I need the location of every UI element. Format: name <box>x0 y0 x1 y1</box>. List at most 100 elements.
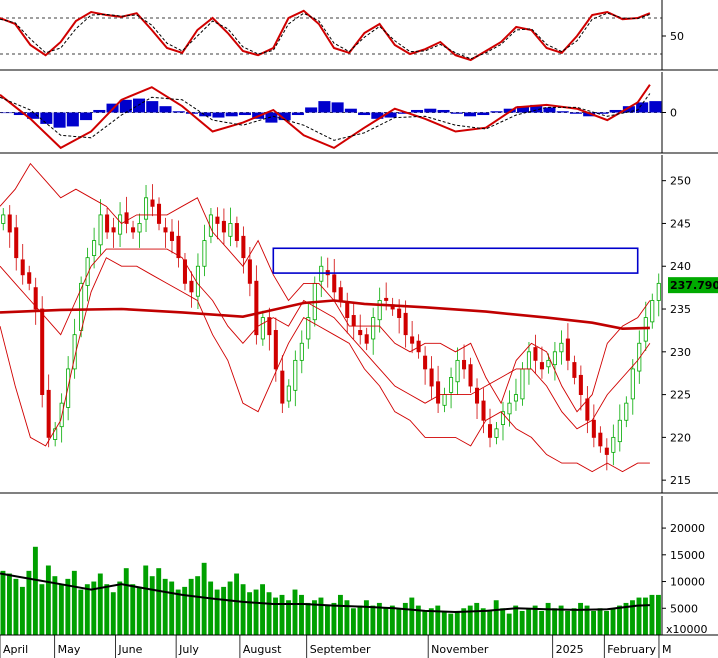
volume-bar <box>123 568 129 635</box>
candle-body <box>513 394 518 402</box>
candle-body <box>371 317 376 340</box>
volume-bar <box>467 605 473 635</box>
volume-bar <box>480 608 486 635</box>
volume-bar <box>604 610 609 635</box>
candle-body <box>150 199 155 207</box>
candle-body <box>156 203 162 224</box>
macd-histogram-bar <box>119 99 132 113</box>
volume-bar <box>526 608 532 635</box>
macd-histogram-bar <box>225 112 238 117</box>
macd-histogram-bar <box>238 112 251 116</box>
macd-histogram-bar <box>649 101 662 113</box>
candle-body <box>565 338 570 361</box>
candle-body <box>202 240 207 267</box>
volume-bar <box>162 578 168 635</box>
volume-bar <box>318 597 324 635</box>
volume-bar <box>234 573 240 635</box>
macd-histogram-bar <box>93 109 106 113</box>
macd-histogram-bar <box>291 112 304 116</box>
macd-histogram-bar <box>318 101 331 113</box>
candle-body <box>604 447 609 455</box>
candle-body <box>85 257 90 286</box>
candle-body <box>195 265 200 297</box>
macd-tick-label: 0 <box>670 107 677 120</box>
volume-bar <box>104 584 110 635</box>
candle-body <box>7 214 12 233</box>
macd-histogram-bar <box>53 112 66 128</box>
volume-bar <box>454 610 460 635</box>
volume-bar <box>325 605 330 635</box>
resistance-highlight-box <box>272 247 639 274</box>
candle-body <box>299 342 304 361</box>
candle-body <box>144 197 149 220</box>
macd-histogram-bar <box>212 112 225 118</box>
candle-body <box>423 355 428 370</box>
candle-body <box>228 223 233 237</box>
volume-bar <box>558 605 564 635</box>
volume-bar <box>214 589 220 635</box>
macd-histogram-bar <box>371 112 384 119</box>
volume-bar <box>532 605 538 635</box>
candle-body <box>1 214 6 224</box>
volume-bar <box>396 608 402 635</box>
volume-bar <box>143 565 149 635</box>
candle-body <box>247 259 252 284</box>
volume-bar <box>19 586 25 635</box>
macd-histogram-bar <box>27 112 40 119</box>
volume-bar <box>253 589 259 635</box>
volume-bar <box>402 602 408 635</box>
volume-bar <box>578 602 584 635</box>
volume-bar <box>169 581 175 635</box>
candle-body <box>546 359 551 368</box>
volume-bar <box>415 605 421 635</box>
candle-body <box>33 287 38 310</box>
volume-bar <box>630 600 635 635</box>
candle-body <box>221 220 226 233</box>
candle-body <box>306 317 311 340</box>
volume-bar <box>292 589 298 635</box>
macd-histogram-bar <box>172 111 185 113</box>
last-price-tag: 237.7900 <box>668 277 718 294</box>
price-tick-label: 235 <box>670 303 691 316</box>
volume-bar <box>247 592 253 635</box>
price-tick-label: 250 <box>670 175 691 188</box>
volume-bar <box>487 610 493 635</box>
volume-bar <box>286 600 291 635</box>
volume-bar <box>344 600 350 635</box>
macd-histogram-bar <box>40 112 53 124</box>
volume-bar <box>305 602 311 635</box>
volume-bar <box>78 589 84 635</box>
volume-tick-label: 15000 <box>670 549 705 562</box>
volume-unit-label: x10000 <box>666 623 708 636</box>
candle-body <box>14 227 19 259</box>
volume-bar <box>58 584 64 635</box>
macd-histogram-bar <box>464 112 477 117</box>
candle-body <box>630 368 635 400</box>
candle-body <box>611 436 616 453</box>
volume-bar <box>110 592 116 635</box>
x-axis-label: 2025 <box>556 643 584 656</box>
macd-histogram-bar <box>530 104 543 113</box>
candle-body <box>215 216 220 224</box>
candle-body <box>40 308 45 395</box>
volume-bar <box>195 576 201 635</box>
candle-body <box>92 240 97 256</box>
macd-histogram-bar <box>66 112 79 127</box>
volume-bar <box>240 584 246 635</box>
macd-histogram-bar <box>411 109 424 113</box>
candle-body <box>234 223 239 241</box>
candle-body <box>332 274 337 293</box>
volume-bar <box>506 613 512 635</box>
volume-bar <box>266 592 272 635</box>
volume-bar <box>84 584 90 635</box>
candle-body <box>182 259 187 284</box>
candle-body <box>436 381 441 404</box>
volume-bar <box>584 605 590 635</box>
candle-body <box>403 312 408 336</box>
candle-body <box>338 287 343 301</box>
candle-body <box>578 374 583 395</box>
candle-body <box>449 377 454 393</box>
volume-bar <box>656 594 661 635</box>
macd-histogram-bar <box>477 112 490 116</box>
volume-bar <box>175 589 181 635</box>
